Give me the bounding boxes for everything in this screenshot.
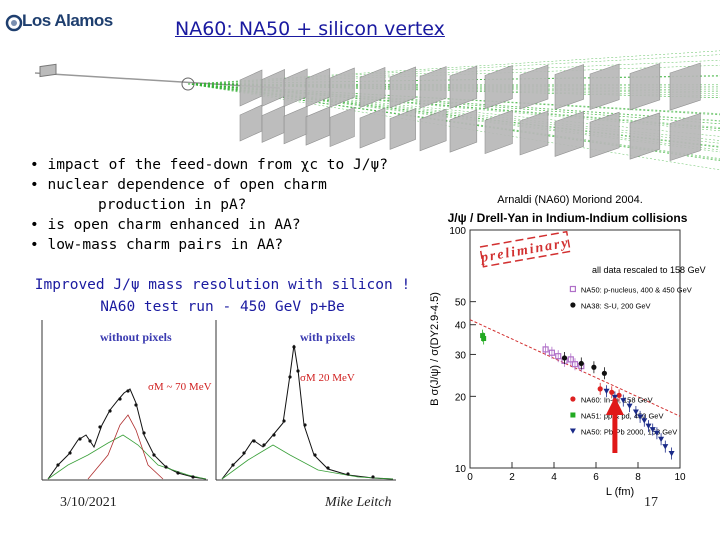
y-axis-ticks: 100 50 40 30 20 10 [449,226,476,475]
improved-resolution-text: Improved J/ψ mass resolution with silico… [20,274,425,318]
silicon-plane [555,65,584,110]
panel-without-pixels: without pixels σM ~ 70 MeV [42,320,212,480]
data-point [604,389,610,394]
data-point [641,418,647,423]
x-axis-label: L (fm) [606,486,634,498]
silicon-plane [284,106,307,144]
x-tick-label: 6 [593,472,599,483]
data-point [562,355,567,360]
silicon-plane [520,65,548,109]
data-point [609,390,614,395]
silicon-plane [420,67,446,109]
silicon-plane [555,112,584,157]
preliminary-stamp: preliminary [478,232,571,267]
y-tick-label: 10 [455,464,467,475]
silicon-plane [670,63,700,110]
silicon-plane [390,67,416,108]
silicon-plane [306,69,330,107]
right-sigma-label: σM 20 MeV [300,372,355,384]
slide-title: NA60: NA50 + silicon vertex [175,18,445,40]
data-point [669,451,675,456]
x-tick-label: 0 [467,472,473,483]
improved-line1: Improved J/ψ mass resolution with silico… [20,274,425,296]
left-sigma-label: σM ~ 70 MeV [148,381,212,393]
legend-label: NA50: Pb-Pb 2000, 158 GeV [581,428,677,437]
bullet-feed-down: • impact of the feed-down from χc to J/ψ… [30,155,388,175]
y-tick-label: 30 [455,350,467,361]
with-pixels-label: with pixels [300,330,355,344]
legend-marker [570,429,576,434]
y-tick-label: 20 [455,392,467,403]
rescaled-note: all data rescaled to 158 GeV [592,265,706,275]
data-point [598,386,603,391]
bullet-low-mass-charm: • low-mass charm pairs in AA? [30,235,388,255]
chart-title: J/ψ / Drell-Yan in Indium-Indium collisi… [420,211,715,225]
legend-marker [570,396,575,401]
preliminary-text: preliminary [479,236,571,267]
y-tick-label: 100 [449,226,466,237]
data-point [591,365,596,370]
footer-date: 3/10/2021 [60,495,117,511]
legend-top: NA50: p-nucleus, 400 & 450 GeV NA38: S-U,… [570,286,692,311]
data-point [481,336,486,341]
silicon-plane [306,107,330,145]
x-tick-label: 10 [674,472,686,483]
x-tick-label: 2 [509,472,515,483]
left-panel-points [56,389,194,478]
silicon-plane [240,105,262,141]
x-axis-ticks: 0 2 4 6 8 10 [467,462,686,483]
silicon-plane [262,70,285,107]
legend-label: NA38: S-U, 200 GeV [581,302,651,311]
silicon-plane [360,68,385,108]
silicon-plane [630,113,660,159]
silicon-plane [670,113,700,160]
legend-label: NA50: p-nucleus, 400 & 450 GeV [581,286,692,295]
silicon-plane [590,64,619,110]
data-point [579,361,584,366]
silicon-plane [330,68,354,107]
legend-marker [570,302,575,307]
bullet-nuclear-dependence-cont: production in pA? [30,195,388,215]
red-arrow [606,397,624,453]
legend-marker [570,287,575,292]
x-tick-label: 8 [635,472,641,483]
citation: Arnaldi (NA60) Moriond 2004. [430,194,710,206]
panel-with-pixels: with pixels σM 20 MeV [216,320,396,480]
silicon-plane [390,109,416,150]
silicon-plane [360,108,385,148]
logo-text: Los Alamos [22,11,113,31]
silicon-plane [240,70,262,106]
data-point [602,371,607,376]
silicon-plane [262,106,285,143]
bullet-list: • impact of the feed-down from χc to J/ψ… [30,155,388,255]
data-point [627,404,633,409]
without-pixels-label: without pixels [100,330,172,344]
bullet-open-charm-enhanced: • is open charm enhanced in AA? [30,215,388,235]
y-axis-label: B σ(J/ψ) / σ(DY2.9-4.5) [429,292,441,406]
silicon-plane [520,111,548,155]
silicon-planes [240,63,700,161]
legend-marker [570,413,575,418]
data-point [658,437,664,442]
detector-illustration [30,40,720,170]
silicon-plane [284,69,307,107]
jpsi-dy-chart: 100 50 40 30 20 10 0 2 4 6 8 10 B σ(J/ψ) / σ(DY2.9… [410,225,720,500]
silicon-plane [420,109,446,151]
y-tick-label: 40 [455,321,467,332]
silicon-plane [590,112,619,158]
mass-spectra-figure: without pixels σM ~ 70 MeV with pixels σ… [28,315,400,490]
bullet-nuclear-dependence: • nuclear dependence of open charm [30,175,388,195]
silicon-plane [330,107,354,146]
silicon-plane [485,110,512,153]
silicon-plane [450,110,477,152]
silicon-plane [450,66,477,108]
data-point [662,444,668,449]
silicon-plane [630,64,660,110]
x-tick-label: 4 [551,472,557,483]
footer-author: Mike Leitch [325,495,391,511]
y-tick-label: 50 [455,298,467,309]
